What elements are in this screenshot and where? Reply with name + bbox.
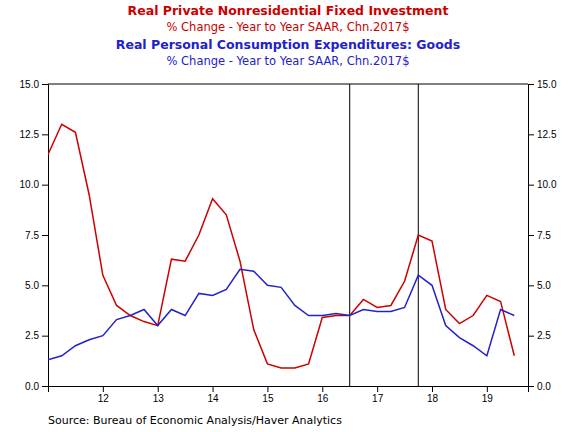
chart-svg: Real Private Nonresidential Fixed Invest…	[0, 0, 576, 432]
y-tick-label: 5.0	[25, 280, 39, 291]
tick: 12.5	[528, 129, 557, 140]
y-tick-mark	[42, 134, 48, 135]
tick: 0.0	[528, 381, 551, 392]
y2-axis-line	[529, 85, 535, 387]
tick: 15.0	[20, 79, 48, 90]
plot-frame	[48, 84, 528, 85]
y2-tick-label: 0.0	[537, 381, 551, 392]
y2-tick-mark	[528, 84, 534, 85]
y-tick-label: 2.5	[25, 330, 39, 341]
series-title: Real Private Nonresidential Fixed Invest…	[128, 3, 449, 18]
y2-tick-mark	[528, 386, 534, 387]
x-tick-mark	[432, 386, 433, 392]
marks	[48, 84, 514, 386]
x-tick-label: 18	[427, 393, 439, 404]
x-axis-line	[49, 387, 529, 393]
tick: 10.0	[528, 179, 557, 190]
tick: 14	[208, 386, 220, 404]
y-tick-label: 0.0	[25, 381, 39, 392]
series-line	[48, 269, 514, 360]
y2-tick-mark	[528, 235, 534, 236]
x-tick-label: 12	[98, 393, 110, 404]
tick: 17	[372, 386, 384, 404]
x-tick-mark	[158, 386, 159, 392]
y2-tick-label: 2.5	[537, 330, 551, 341]
y-tick-label: 12.5	[20, 129, 40, 140]
y2-tick-mark	[528, 134, 534, 135]
x-tick-label: 16	[317, 393, 329, 404]
tick: 13	[153, 386, 165, 404]
tick: 19	[482, 386, 494, 404]
y2-axis: 0.0 2.5 5.0 7.5 10.0 12.5 15.0	[528, 79, 557, 392]
y2-tick-mark	[528, 185, 534, 186]
x-tick-mark	[322, 386, 323, 392]
chart-container: Real Private Nonresidential Fixed Invest…	[0, 0, 576, 432]
tick: 12	[98, 386, 110, 404]
y-axis: 0.0 2.5 5.0 7.5 10.0 12.5 15.0	[20, 79, 49, 392]
y2-tick-mark	[528, 336, 534, 337]
tick: 18	[427, 386, 439, 404]
tick: 15.0	[528, 79, 557, 90]
series-title: Real Personal Consumption Expenditures: …	[116, 37, 460, 52]
y-axis-line	[42, 85, 49, 387]
x-tick-label: 14	[208, 393, 220, 404]
y2-tick-mark	[528, 285, 534, 286]
y2-tick-label: 5.0	[537, 280, 551, 291]
plot: 12 13 14 15 16 17 18 19 0.0 2.5 5.0 7.5 10.0 12.5 15.0…	[20, 79, 557, 404]
y-tick-mark	[42, 386, 48, 387]
tick: 12.5	[20, 129, 48, 140]
series-subtitle: % Change - Year to Year SAAR, Chn.2017$	[167, 54, 410, 68]
annotation: Source: Bureau of Economic Analysis/Have…	[48, 414, 342, 427]
x-tick-label: 17	[372, 393, 384, 404]
x-tick-mark	[103, 386, 104, 392]
x-tick-label: 13	[153, 393, 165, 404]
y-tick-label: 7.5	[25, 230, 39, 241]
x-tick-mark	[377, 386, 378, 392]
x-tick-mark	[267, 386, 268, 392]
tick: 7.5	[25, 230, 48, 241]
tick: 2.5	[528, 330, 551, 341]
tick: 5.0	[528, 280, 551, 291]
tick: 2.5	[25, 330, 48, 341]
tick: 15	[262, 386, 274, 404]
tick: 5.0	[25, 280, 48, 291]
tick: 0.0	[25, 381, 48, 392]
x-tick-label: 15	[262, 393, 274, 404]
y-tick-label: 15.0	[20, 79, 40, 90]
y2-tick-label: 15.0	[537, 79, 557, 90]
y-tick-mark	[42, 285, 48, 286]
y2-tick-label: 7.5	[537, 230, 551, 241]
x-axis: 12 13 14 15 16 17 18 19	[49, 386, 529, 404]
y2-tick-label: 12.5	[537, 129, 557, 140]
titles: Real Private Nonresidential Fixed Invest…	[116, 3, 460, 68]
series-subtitle: % Change - Year to Year SAAR, Chn.2017$	[167, 20, 410, 34]
y-tick-mark	[42, 185, 48, 186]
y-tick-label: 10.0	[20, 179, 40, 190]
vertical-line	[349, 84, 350, 386]
y-tick-mark	[42, 336, 48, 337]
tick: 16	[317, 386, 329, 404]
x-tick-mark	[487, 386, 488, 392]
tick: 10.0	[20, 179, 48, 190]
y2-tick-label: 10.0	[537, 179, 557, 190]
tick: 7.5	[528, 230, 551, 241]
x-tick-label: 19	[482, 393, 494, 404]
x-tick-mark	[213, 386, 214, 392]
y-tick-mark	[42, 84, 48, 85]
y-tick-mark	[42, 235, 48, 236]
series-line	[48, 124, 514, 368]
